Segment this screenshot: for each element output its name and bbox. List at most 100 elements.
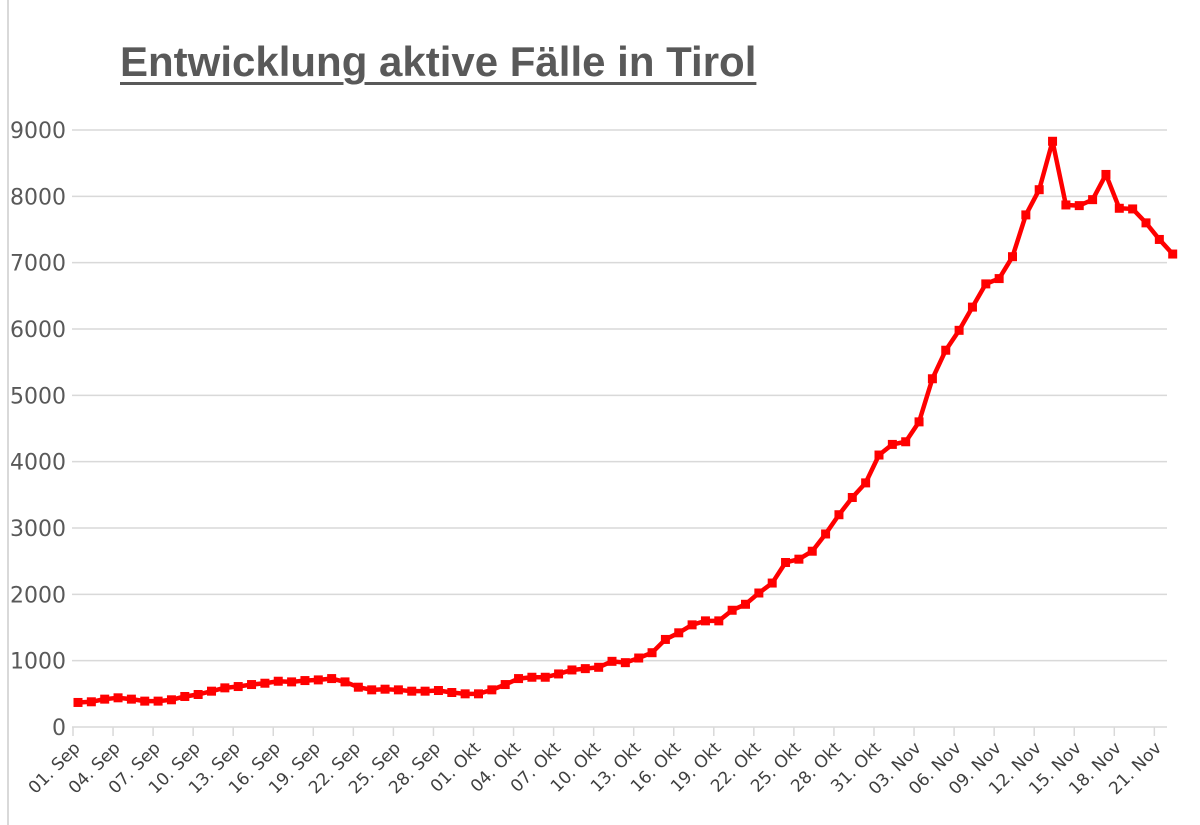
y-tick-label: 8000 [10,185,66,210]
data-point-marker [100,694,110,704]
data-point-marker [233,682,243,692]
data-point-marker [1074,201,1084,211]
data-point-marker [1101,169,1111,179]
data-point-marker [514,674,524,684]
data-point-marker [914,417,924,427]
data-point-marker [220,683,230,693]
y-tick-label: 3000 [10,517,66,542]
data-point-marker [1141,218,1151,228]
y-tick-label: 0 [52,716,66,741]
data-point-marker [193,689,203,699]
data-point-marker [113,693,123,703]
data-point-marker [554,669,564,679]
data-point-marker [714,616,724,626]
data-point-marker [447,688,457,698]
data-point-marker [1021,210,1031,220]
data-point-marker [153,696,163,706]
data-point-marker [647,648,657,658]
data-point-marker [567,665,577,675]
data-point-marker [1114,203,1124,213]
data-point-marker [794,554,804,564]
data-point-marker [620,658,630,668]
chart-title: Entwicklung aktive Fälle in Tirol [120,38,757,85]
data-point-marker [73,697,83,707]
left-border-line [7,0,9,825]
data-point-marker [180,691,190,701]
data-point-marker [393,685,403,695]
y-tick-label: 4000 [10,451,66,476]
data-point-marker [273,676,283,686]
data-point-marker [1154,234,1164,244]
data-point-marker [741,599,750,609]
data-point-marker [207,686,216,696]
data-point-marker [340,677,350,687]
data-point-marker [941,345,951,355]
data-point-marker [580,664,590,674]
data-point-marker [1034,185,1044,195]
data-point-marker [420,686,430,696]
data-point-marker [901,437,911,447]
data-point-marker [367,685,377,695]
data-point-marker [287,677,297,687]
data-point-marker [994,274,1004,284]
data-point-marker [260,678,270,688]
data-point-marker [1061,200,1071,210]
data-point-marker [967,302,977,312]
data-series [73,136,1178,707]
data-point-marker [861,478,871,488]
data-point-marker [313,675,323,685]
data-point-marker [474,689,483,699]
data-point-marker [500,680,510,690]
data-point-marker [487,685,497,695]
data-point-marker [1008,252,1017,262]
data-point-marker [687,620,697,630]
data-point-marker [433,686,443,696]
y-tick-label: 9000 [10,119,66,144]
y-tick-label: 5000 [10,384,66,409]
y-axis-labels: 0 1000 2000 3000 4000 5000 6000 7000 8000 9000 [10,119,66,741]
data-point-marker [767,578,777,588]
data-point-marker [834,510,844,520]
data-point-marker [327,674,337,684]
y-tick-label: 1000 [10,650,66,675]
data-point-marker [874,450,884,460]
data-point-marker [353,682,363,692]
data-point-marker [754,588,764,598]
series-line [77,139,1175,705]
data-point-marker [1048,136,1058,146]
data-point-marker [700,616,710,626]
data-point-marker [380,684,390,694]
data-point-marker [594,662,604,672]
data-point-marker [140,696,150,706]
data-point-marker [86,697,96,707]
data-point-marker [660,634,670,644]
y-tick-label: 2000 [10,583,66,608]
data-point-marker [1168,249,1178,259]
data-point-marker [674,628,684,638]
data-point-marker [887,439,897,449]
data-point-marker [1128,204,1138,214]
data-point-marker [821,529,831,539]
y-tick-label: 6000 [10,318,66,343]
data-point-marker [781,557,791,567]
data-point-marker [166,695,176,705]
data-point-marker [807,546,817,556]
data-point-marker [847,492,857,502]
data-point-marker [407,686,417,696]
data-point-marker [1088,195,1098,205]
data-point-marker [126,694,136,704]
gridlines [72,129,1167,728]
data-point-marker [527,672,537,682]
data-point-marker [607,656,617,666]
data-point-marker [540,672,550,682]
data-point-marker [300,676,310,686]
data-point-marker [460,689,470,699]
data-point-marker [727,605,737,615]
data-point-marker [981,279,991,289]
data-point-marker [927,374,937,384]
data-point-marker [954,325,964,335]
data-point-marker [247,680,257,690]
data-point-marker [634,653,644,663]
